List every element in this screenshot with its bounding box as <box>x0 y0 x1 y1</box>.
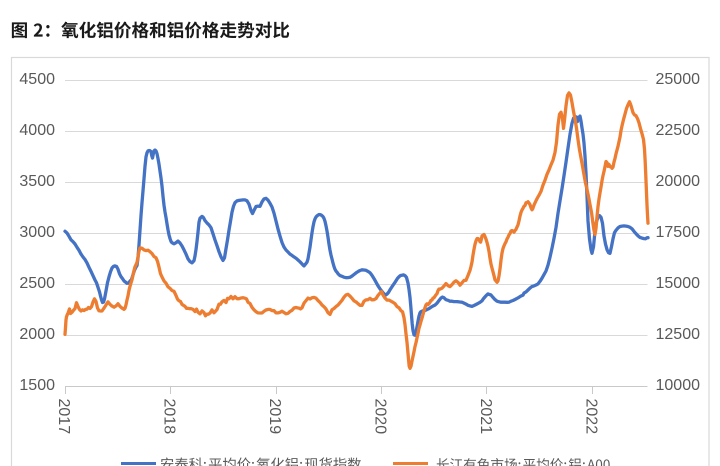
svg-text:2022: 2022 <box>582 399 599 435</box>
svg-text:3000: 3000 <box>19 224 55 241</box>
svg-text:2017: 2017 <box>55 399 72 435</box>
svg-text:4500: 4500 <box>19 71 55 88</box>
svg-text:22500: 22500 <box>656 122 701 139</box>
svg-text:1500: 1500 <box>19 377 55 394</box>
svg-text:15000: 15000 <box>656 275 701 292</box>
svg-text:12500: 12500 <box>656 326 701 343</box>
svg-text:2500: 2500 <box>19 275 55 292</box>
svg-text:20000: 20000 <box>656 173 701 190</box>
svg-text:4000: 4000 <box>19 122 55 139</box>
svg-text:3500: 3500 <box>19 173 55 190</box>
svg-text:2021: 2021 <box>477 399 494 435</box>
svg-text:25000: 25000 <box>656 71 701 88</box>
svg-text:2018: 2018 <box>161 399 178 435</box>
svg-text:2019: 2019 <box>266 399 283 435</box>
svg-text:10000: 10000 <box>656 377 701 394</box>
svg-text:17500: 17500 <box>656 224 701 241</box>
svg-text:2000: 2000 <box>19 326 55 343</box>
svg-text:2020: 2020 <box>371 399 388 435</box>
